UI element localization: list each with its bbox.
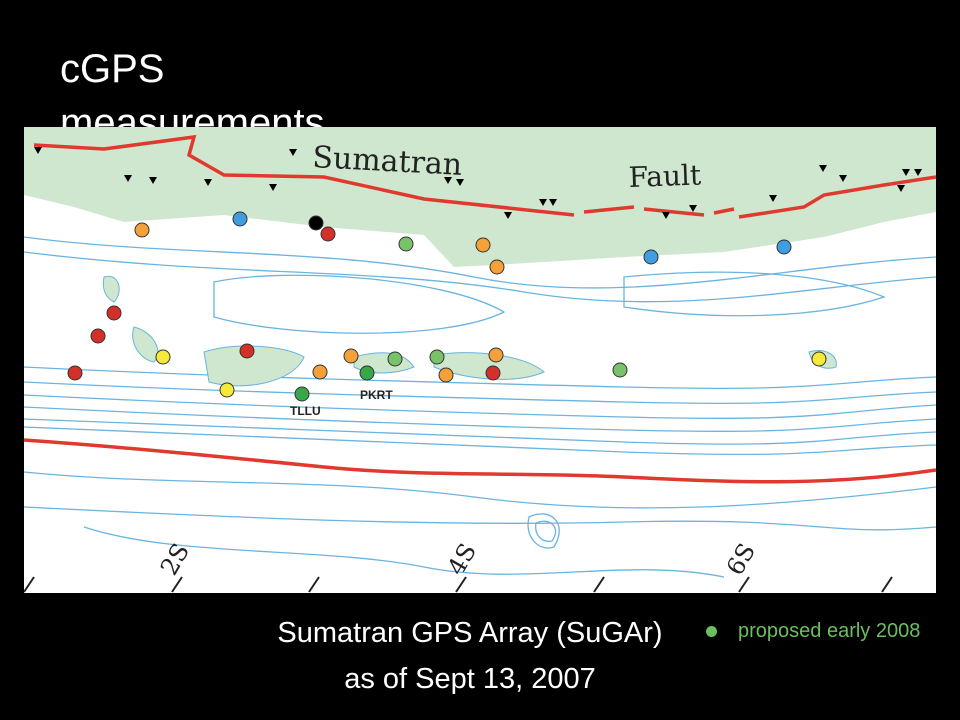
map: Sumatran Fault TLLU PKRT 2S 4S 6S bbox=[24, 127, 936, 593]
gps-stations bbox=[67, 211, 827, 402]
lat-ticks bbox=[24, 576, 893, 593]
fault-lines bbox=[24, 134, 936, 484]
contours bbox=[24, 236, 936, 578]
map-label: Sumatran bbox=[312, 140, 463, 183]
legend-label: proposed early 2008 bbox=[738, 620, 921, 642]
station-label: TLLU bbox=[290, 404, 321, 418]
map-caption: Sumatran GPS Array (SuGAr) as of Sept 13… bbox=[277, 617, 663, 695]
land-sumatra bbox=[24, 127, 936, 267]
map-label: Fault bbox=[628, 158, 702, 194]
station-label: PKRT bbox=[360, 388, 393, 402]
legend-marker bbox=[706, 626, 717, 637]
